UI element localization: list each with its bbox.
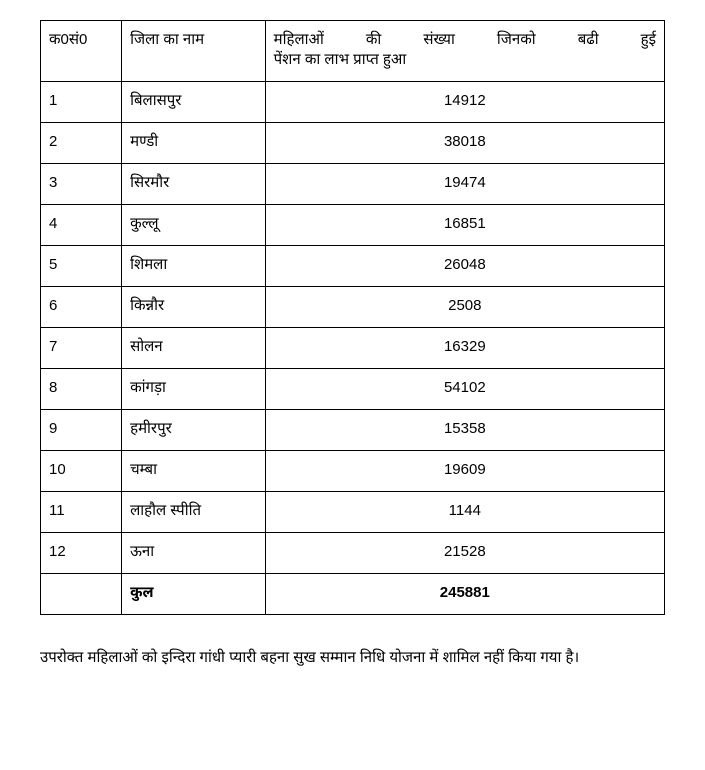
cell-count: 2508 — [265, 287, 664, 328]
table-header-row: क0सं0 जिला का नाम महिलाओं की संख्या जिनक… — [41, 21, 665, 82]
total-sno-blank — [41, 574, 122, 615]
cell-sno: 11 — [41, 492, 122, 533]
table-row: 6किन्नौर2508 — [41, 287, 665, 328]
cell-count: 14912 — [265, 82, 664, 123]
table-row: 1बिलासपुर14912 — [41, 82, 665, 123]
table-body: 1बिलासपुर149122मण्डी380183सिरमौर194744कु… — [41, 82, 665, 574]
cell-count: 54102 — [265, 369, 664, 410]
cell-district: चम्बा — [122, 451, 266, 492]
header-count: महिलाओं की संख्या जिनको बढी हुई पेंशन का… — [265, 21, 664, 82]
table-row: 12ऊना21528 — [41, 533, 665, 574]
cell-sno: 4 — [41, 205, 122, 246]
header-count-line1: महिलाओं की संख्या जिनको बढी हुई — [274, 31, 656, 48]
cell-count: 38018 — [265, 123, 664, 164]
cell-count: 19609 — [265, 451, 664, 492]
cell-district: सोलन — [122, 328, 266, 369]
cell-district: बिलासपुर — [122, 82, 266, 123]
table-row: 10चम्बा19609 — [41, 451, 665, 492]
table-row: 2मण्डी38018 — [41, 123, 665, 164]
cell-sno: 6 — [41, 287, 122, 328]
cell-district: ऊना — [122, 533, 266, 574]
cell-sno: 12 — [41, 533, 122, 574]
cell-count: 15358 — [265, 410, 664, 451]
header-count-line2: पेंशन का लाभ प्राप्त हुआ — [274, 51, 656, 71]
cell-district: हमीरपुर — [122, 410, 266, 451]
table-row: 3सिरमौर19474 — [41, 164, 665, 205]
cell-sno: 9 — [41, 410, 122, 451]
cell-sno: 2 — [41, 123, 122, 164]
table-row: 4कुल्लू16851 — [41, 205, 665, 246]
cell-count: 16329 — [265, 328, 664, 369]
cell-district: मण्डी — [122, 123, 266, 164]
table-row: 7सोलन16329 — [41, 328, 665, 369]
table-row: 11लाहौल स्पीति1144 — [41, 492, 665, 533]
pension-district-table: क0सं0 जिला का नाम महिलाओं की संख्या जिनक… — [40, 20, 665, 615]
cell-sno: 3 — [41, 164, 122, 205]
cell-count: 26048 — [265, 246, 664, 287]
table-row: 8कांगड़ा54102 — [41, 369, 665, 410]
footer-note: उपरोक्त महिलाओं को इन्दिरा गांधी प्यारी … — [40, 643, 665, 673]
cell-sno: 1 — [41, 82, 122, 123]
cell-count: 16851 — [265, 205, 664, 246]
cell-sno: 7 — [41, 328, 122, 369]
cell-district: कांगड़ा — [122, 369, 266, 410]
cell-count: 19474 — [265, 164, 664, 205]
table-total-row: कुल 245881 — [41, 574, 665, 615]
table-row: 5शिमला26048 — [41, 246, 665, 287]
header-district: जिला का नाम — [122, 21, 266, 82]
cell-count: 1144 — [265, 492, 664, 533]
total-value: 245881 — [265, 574, 664, 615]
cell-district: सिरमौर — [122, 164, 266, 205]
table-row: 9हमीरपुर15358 — [41, 410, 665, 451]
header-sno: क0सं0 — [41, 21, 122, 82]
cell-district: शिमला — [122, 246, 266, 287]
cell-sno: 8 — [41, 369, 122, 410]
total-label: कुल — [122, 574, 266, 615]
cell-district: किन्नौर — [122, 287, 266, 328]
cell-district: कुल्लू — [122, 205, 266, 246]
cell-sno: 5 — [41, 246, 122, 287]
cell-district: लाहौल स्पीति — [122, 492, 266, 533]
cell-count: 21528 — [265, 533, 664, 574]
cell-sno: 10 — [41, 451, 122, 492]
